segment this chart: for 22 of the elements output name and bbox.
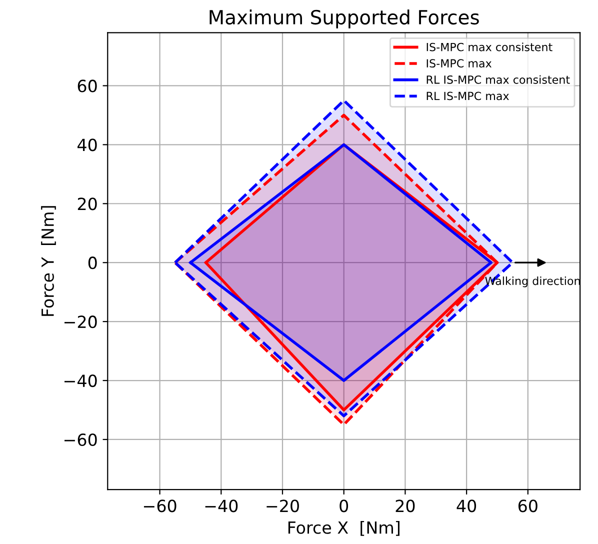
x-tick-label: 40	[456, 500, 476, 512]
x-tick-label: 60	[518, 500, 538, 512]
x-axis-title: Force X [Nm]	[288, 521, 400, 536]
x-tick-label: −40	[205, 500, 238, 512]
y-tick-label: −20	[64, 316, 97, 328]
y-tick-label: 0	[88, 256, 97, 270]
annotation: Walking direction	[485, 276, 580, 288]
y-tick-label: −60	[64, 433, 97, 446]
legend-label: RL IS-MPC max	[426, 92, 509, 100]
x-tick-label: 20	[396, 500, 415, 512]
y-tick-label: 20	[78, 198, 97, 210]
chart-title: Maximum Supported Forces	[210, 10, 479, 28]
legend-label: IS-MPC max	[426, 59, 492, 68]
x-tick-label: −60	[144, 500, 176, 512]
x-tick-label: −20	[266, 500, 299, 512]
legend-label: RL IS-MPC max consistent	[426, 75, 570, 84]
y-axis-title: Force Y [Nm]	[41, 206, 56, 316]
x-tick-label: 0	[340, 500, 348, 512]
y-tick-label: 40	[78, 138, 97, 152]
y-tick-label: −40	[64, 374, 97, 388]
legend-label: IS-MPC max consistent	[426, 42, 552, 52]
y-tick-label: 60	[78, 80, 97, 92]
